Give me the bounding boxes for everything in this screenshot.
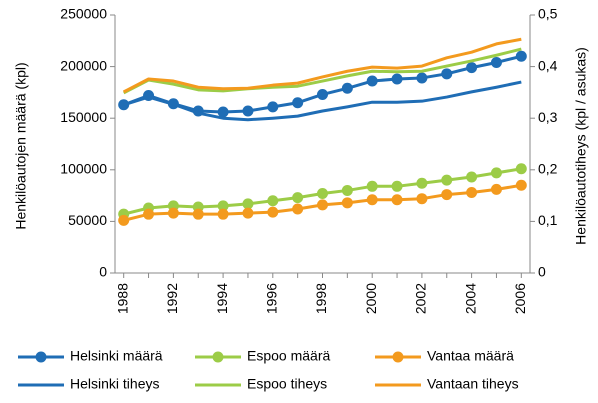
data-point bbox=[391, 194, 403, 206]
y2-tick-label: 0,4 bbox=[538, 57, 558, 73]
x-tick-label: 2004 bbox=[462, 283, 478, 314]
data-point bbox=[466, 62, 478, 74]
data-point bbox=[490, 183, 502, 195]
data-point bbox=[242, 105, 254, 117]
data-point bbox=[317, 188, 328, 200]
y2-tick-label: 0,2 bbox=[538, 161, 558, 177]
y2-tick-label: 0,5 bbox=[538, 6, 558, 22]
data-point bbox=[416, 193, 428, 205]
legend-marker bbox=[35, 351, 47, 363]
data-point bbox=[466, 187, 478, 199]
data-point bbox=[466, 171, 478, 183]
y2-axis-label: Henkilöautotiheys (kpl / asukas) bbox=[573, 47, 589, 245]
x-tick-label: 1988 bbox=[114, 283, 130, 314]
data-point bbox=[292, 97, 304, 109]
data-point bbox=[366, 75, 378, 87]
data-point bbox=[118, 214, 130, 226]
data-point bbox=[167, 207, 179, 219]
legend-label: Espoo määrä bbox=[247, 348, 330, 364]
data-point bbox=[242, 198, 254, 210]
y2-tick-label: 0 bbox=[538, 264, 546, 280]
data-point bbox=[391, 180, 403, 192]
legend-label: Helsinki määrä bbox=[70, 348, 163, 364]
x-tick-label: 1998 bbox=[313, 283, 329, 314]
y-tick-label: 250000 bbox=[60, 6, 107, 22]
data-point bbox=[341, 184, 353, 196]
data-point bbox=[317, 199, 328, 211]
x-tick-label: 1996 bbox=[264, 283, 280, 314]
y-axis-label: Henkilöautojen määrä (kpl) bbox=[13, 62, 29, 229]
data-point bbox=[217, 106, 229, 118]
series-line bbox=[123, 37, 522, 94]
data-point bbox=[267, 101, 279, 113]
data-point bbox=[515, 179, 527, 191]
legend-marker bbox=[392, 351, 404, 363]
data-point bbox=[490, 56, 502, 68]
data-point bbox=[317, 88, 328, 100]
data-point bbox=[391, 73, 403, 85]
series-line bbox=[123, 80, 522, 122]
data-point bbox=[192, 208, 204, 220]
data-point bbox=[267, 195, 279, 207]
x-tick-label: 2000 bbox=[363, 283, 379, 314]
data-point bbox=[515, 50, 527, 62]
y-tick-label: 150000 bbox=[60, 109, 107, 125]
data-point bbox=[292, 192, 304, 204]
x-tick-label: 2002 bbox=[413, 283, 429, 314]
data-point bbox=[366, 194, 378, 206]
y-tick-label: 0 bbox=[99, 264, 107, 280]
y2-tick-label: 0,3 bbox=[538, 109, 558, 125]
y-tick-label: 200000 bbox=[60, 57, 107, 73]
data-point bbox=[416, 72, 428, 84]
legend-marker bbox=[212, 351, 224, 363]
x-tick-label: 2006 bbox=[512, 283, 528, 314]
data-point bbox=[341, 82, 353, 94]
series-line bbox=[123, 47, 522, 95]
data-point bbox=[490, 167, 502, 179]
data-point bbox=[292, 203, 304, 215]
x-tick-label: 1994 bbox=[214, 283, 230, 314]
data-point bbox=[341, 197, 353, 209]
legend-label: Vantaan tiheys bbox=[427, 376, 519, 392]
data-point bbox=[416, 177, 428, 189]
data-point bbox=[143, 208, 155, 220]
legend-label: Helsinki tiheys bbox=[70, 376, 159, 392]
x-tick-label: 1992 bbox=[164, 283, 180, 314]
data-point bbox=[267, 206, 279, 218]
data-point bbox=[441, 189, 453, 201]
y-tick-label: 100000 bbox=[60, 161, 107, 177]
y2-tick-label: 0,1 bbox=[538, 212, 558, 228]
legend-label: Vantaa määrä bbox=[427, 348, 514, 364]
data-point bbox=[242, 207, 254, 219]
data-point bbox=[217, 208, 229, 220]
data-point bbox=[441, 68, 453, 80]
data-point bbox=[217, 200, 229, 212]
legend-label: Espoo tiheys bbox=[247, 376, 327, 392]
data-point bbox=[441, 174, 453, 186]
data-point bbox=[515, 163, 527, 175]
data-point bbox=[366, 180, 378, 192]
y-tick-label: 50000 bbox=[68, 212, 107, 228]
